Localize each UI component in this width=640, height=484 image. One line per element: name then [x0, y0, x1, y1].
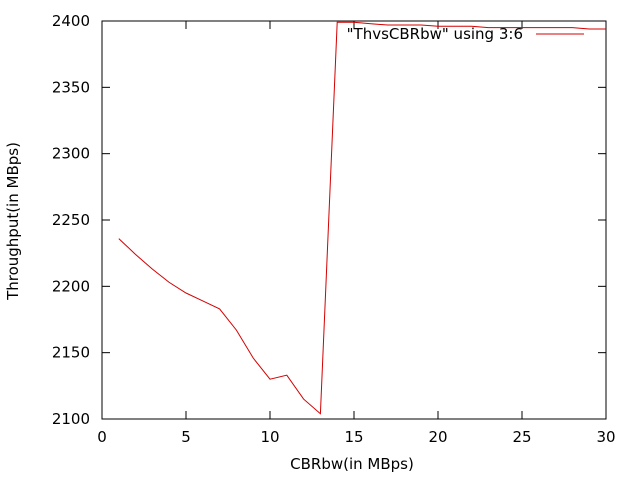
x-tick-label: 25 [512, 428, 531, 446]
x-tick-label: 0 [97, 428, 107, 446]
axes [101, 20, 607, 420]
ticks: 0 5 10 15 20 25 30 2100 2150 2200 2250 2300 2350 2400 [52, 12, 616, 446]
x-tick-label: 5 [181, 428, 191, 446]
series-layer [118, 21, 606, 415]
y-tick-label: 2300 [52, 145, 90, 163]
legend-label: "ThvsCBRbw" using 3:6 [347, 25, 523, 43]
series-line [118, 21, 606, 415]
x-tick-label: 15 [344, 428, 363, 446]
x-tick-label: 30 [596, 428, 615, 446]
y-axis-label: Throughput(in MBps) [4, 142, 22, 301]
y-tick-label: 2150 [52, 344, 90, 362]
y-tick-label: 2400 [52, 12, 90, 30]
x-axis-label: CBRbw(in MBps) [290, 455, 414, 473]
y-tick-label: 2200 [52, 277, 90, 295]
y-tick-label: 2350 [52, 78, 90, 96]
plot-frame [101, 20, 607, 420]
legend: "ThvsCBRbw" using 3:6 [347, 25, 584, 43]
y-tick-label: 2100 [52, 410, 90, 428]
y-tick-label: 2250 [52, 211, 90, 229]
x-tick-label: 10 [260, 428, 279, 446]
x-tick-label: 20 [428, 428, 447, 446]
